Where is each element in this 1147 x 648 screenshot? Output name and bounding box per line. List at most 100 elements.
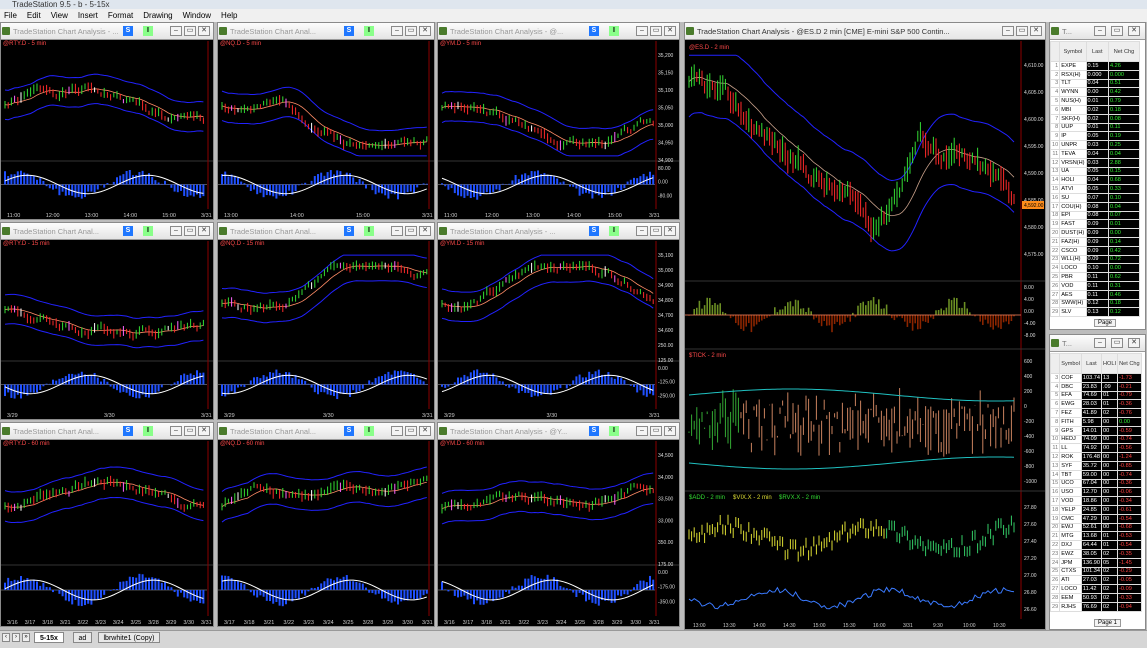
minimize-window-button[interactable]: – <box>391 26 403 36</box>
close-window-button[interactable]: ✕ <box>198 26 210 36</box>
table-row[interactable]: 13 SYF 35.72 00 -0.85 <box>1050 460 1142 471</box>
table-row[interactable]: 11 TEVA 0.04 0.04 <box>1050 148 1141 159</box>
chart-window-header[interactable]: TradeStation Chart Analysis - ... S I – ▭ ✕ <box>438 223 679 240</box>
watchlist-panel-top[interactable]: T... – ▭ ✕ Symbol Last Net Chg 1 EXPE 0.15 4.26 2 RS… <box>1049 22 1146 330</box>
table-row[interactable]: 14 HOLI 0.04 0.68 <box>1050 175 1141 186</box>
symbol-link-button[interactable]: S <box>589 426 599 436</box>
symbol-link-button[interactable]: S <box>123 226 133 236</box>
minimize-window-button[interactable]: – <box>170 226 182 236</box>
minimize-window-button[interactable]: – <box>1094 338 1106 348</box>
chart-window-8[interactable]: TradeStation Chart Analysis - @Y... S I – ▭ ✕… <box>437 422 680 627</box>
restore-window-button[interactable]: ▭ <box>1111 26 1123 36</box>
table-row[interactable]: 16 SU 0.07 0.10 <box>1050 192 1141 203</box>
minimize-window-button[interactable]: – <box>1002 26 1014 36</box>
chart-window-header[interactable]: TradeStation Chart Anal... S I – ▭ ✕ <box>1 423 213 440</box>
restore-window-button[interactable]: ▭ <box>650 426 662 436</box>
table-row[interactable]: 9 IP 0.05 0.19 <box>1050 131 1141 142</box>
close-window-button[interactable]: ✕ <box>664 426 676 436</box>
chart-window-header[interactable]: TradeStation Chart Analysis - @ES.D 2 mi… <box>685 23 1045 40</box>
table-row[interactable]: 15 ATVI 0.05 0.33 <box>1050 184 1141 194</box>
table-row[interactable]: 10 HEDJ 74.09 00 -0.74 <box>1050 434 1142 445</box>
column-header[interactable]: Symbol <box>1059 353 1082 374</box>
watchlist-header[interactable]: T... – ▭ ✕ <box>1050 335 1145 352</box>
table-row[interactable]: 28 SWW(H) 0.12 0.18 <box>1050 298 1141 309</box>
table-row[interactable]: 6 MBI 0.02 0.18 <box>1050 104 1141 115</box>
chart-canvas[interactable]: 3/16 3/17 3/18 3/21 3/22 3/23 3/24 3/25 3/28 3/29… <box>1 423 214 627</box>
table-row[interactable]: 17 COU(H) 0.08 0.04 <box>1050 201 1141 212</box>
column-header[interactable]: HOLI <box>1100 353 1119 374</box>
tab-scroll-right-button[interactable]: › <box>12 633 20 642</box>
symbol-link-button[interactable]: S <box>123 26 133 36</box>
minimize-window-button[interactable]: – <box>1094 26 1106 36</box>
symbol-link-button[interactable]: S <box>589 26 599 36</box>
minimize-window-button[interactable]: – <box>170 26 182 36</box>
minimize-window-button[interactable]: – <box>170 426 182 436</box>
table-row[interactable]: 23 WLL(H) 0.09 0.72 <box>1050 254 1141 265</box>
chart-window-header[interactable]: TradeStation Chart Analysis - ... S I – ▭ ✕ <box>1 23 213 40</box>
watchlist-page-tab[interactable]: Page 1 <box>1094 619 1122 627</box>
chart-window-4[interactable]: TradeStation Chart Anal... S I – ▭ ✕ 3/29 3/30 3… <box>217 222 435 420</box>
chart-window-header[interactable]: TradeStation Chart Anal... S I – ▭ ✕ <box>218 23 434 40</box>
table-row[interactable]: 19 FAST 0.09 0.01 <box>1050 219 1141 230</box>
chart-window-header[interactable]: TradeStation Chart Analysis - @Y... S I – ▭ ✕ <box>438 423 679 440</box>
chart-canvas[interactable]: 3/16 3/17 3/18 3/21 3/22 3/23 3/24 3/25 3/28 3/29… <box>438 423 680 627</box>
interval-link-button[interactable]: I <box>143 426 153 436</box>
chart-window-header[interactable]: TradeStation Chart Anal... S I – ▭ ✕ <box>1 223 213 240</box>
watchlist-header[interactable]: T... – ▭ ✕ <box>1050 23 1145 40</box>
chart-canvas[interactable]: 11:00 12:00 13:00 14:00 15:00 3/31 35,200 35,15… <box>438 23 680 220</box>
close-window-button[interactable]: ✕ <box>198 426 210 436</box>
chart-canvas[interactable]: 13:00 14:00 15:00 3/31 10:00 <box>218 23 435 220</box>
menu-drawing[interactable]: Drawing <box>143 11 173 20</box>
watchlist-panel-bottom[interactable]: T... – ▭ ✕ Symbol Last HOLI Net Chg 3 COF 103.74 13… <box>1049 334 1146 630</box>
main-chart-window[interactable]: TradeStation Chart Analysis - @ES.D 2 mi… <box>684 22 1046 630</box>
close-window-button[interactable]: ✕ <box>419 426 431 436</box>
chart-window-header[interactable]: TradeStation Chart Analysis - @... S I – ▭ ✕ <box>438 23 679 40</box>
chart-window-0[interactable]: TradeStation Chart Analysis - ... S I – ▭ ✕ 11… <box>0 22 214 220</box>
table-row[interactable]: 15 UCO 67.04 00 -0.36 <box>1050 478 1142 489</box>
table-row[interactable]: 20 EWJ 52.61 00 -0.68 <box>1050 522 1142 533</box>
chart-window-7[interactable]: TradeStation Chart Anal... S I – ▭ ✕ 3/17 3/18 3… <box>217 422 435 627</box>
table-row[interactable]: 29 SLV 0.13 0.12 <box>1050 307 1141 318</box>
table-row[interactable]: 29 RJHS 76.69 02 -0.94 <box>1050 601 1142 612</box>
menu-window[interactable]: Window <box>182 11 212 20</box>
symbol-link-button[interactable]: S <box>589 226 599 236</box>
table-row[interactable]: 21 MTG 13.68 01 -0.53 <box>1050 531 1142 542</box>
workspace-tab-2[interactable]: lbrwhite1 (Copy) <box>97 632 161 643</box>
menu-view[interactable]: View <box>50 11 68 20</box>
table-row[interactable]: 1 EXPE 0.15 4.26 <box>1050 61 1141 71</box>
main-chart-canvas[interactable]: @ES.D - 2 min $TICK - 2 min $ADD - 2 min $V… <box>685 23 1046 630</box>
interval-link-button[interactable]: I <box>609 426 619 436</box>
workspace-tab-1[interactable]: ad <box>72 632 93 643</box>
interval-link-button[interactable]: I <box>609 26 619 36</box>
table-row[interactable]: 25 PBR 0.11 0.62 <box>1050 272 1141 282</box>
minimize-window-button[interactable]: – <box>391 226 403 236</box>
table-row[interactable]: 20 DUST(H) 0.09 0.00 <box>1050 228 1141 238</box>
table-row[interactable]: 23 EWZ 38.05 02 -0.35 <box>1050 548 1142 559</box>
symbol-link-button[interactable]: S <box>123 426 133 436</box>
table-row[interactable]: 4 DBC 23.83.09 -0.21 <box>1050 381 1142 392</box>
close-window-button[interactable]: ✕ <box>419 226 431 236</box>
chart-window-2[interactable]: TradeStation Chart Analysis - @... S I – ▭ ✕ 1… <box>437 22 680 220</box>
minimize-window-button[interactable]: – <box>636 426 648 436</box>
column-header[interactable]: Last <box>1085 41 1109 62</box>
table-row[interactable]: 28 EEM 50.93 02 -0.33 <box>1050 592 1142 603</box>
table-row[interactable]: 22 CSCO 0.09 0.42 <box>1050 245 1141 256</box>
chart-window-header[interactable]: TradeStation Chart Anal... S I – ▭ ✕ <box>218 423 434 440</box>
table-row[interactable]: 7 SKF(H) 0.02 0.08 <box>1050 113 1141 124</box>
restore-window-button[interactable]: ▭ <box>184 426 196 436</box>
restore-window-button[interactable]: ▭ <box>1016 26 1028 36</box>
restore-window-button[interactable]: ▭ <box>184 26 196 36</box>
table-row[interactable]: 27 LOCO 11.42 02 -0.09 <box>1050 584 1142 594</box>
table-row[interactable]: 2 RSX(H) 0.000 0.000 <box>1050 69 1141 80</box>
menu-file[interactable]: File <box>4 11 17 20</box>
table-row[interactable]: 25 CTXS 101.34 02 -0.29 <box>1050 566 1142 577</box>
table-row[interactable]: 18 YELP 24.85 00 -0.61 <box>1050 504 1142 515</box>
minimize-window-button[interactable]: – <box>636 226 648 236</box>
chart-window-1[interactable]: TradeStation Chart Anal... S I – ▭ ✕ 13:00 14:0… <box>217 22 435 220</box>
restore-window-button[interactable]: ▭ <box>405 426 417 436</box>
chart-canvas[interactable]: 3/29 3/30 3/31 35,100 35,000 34,900 34,800 34,7… <box>438 223 680 420</box>
restore-window-button[interactable]: ▭ <box>650 26 662 36</box>
close-window-button[interactable]: ✕ <box>1128 338 1140 348</box>
table-row[interactable]: 9 GPS 14.01 00 -0.59 <box>1050 425 1142 436</box>
interval-link-button[interactable]: I <box>364 426 374 436</box>
